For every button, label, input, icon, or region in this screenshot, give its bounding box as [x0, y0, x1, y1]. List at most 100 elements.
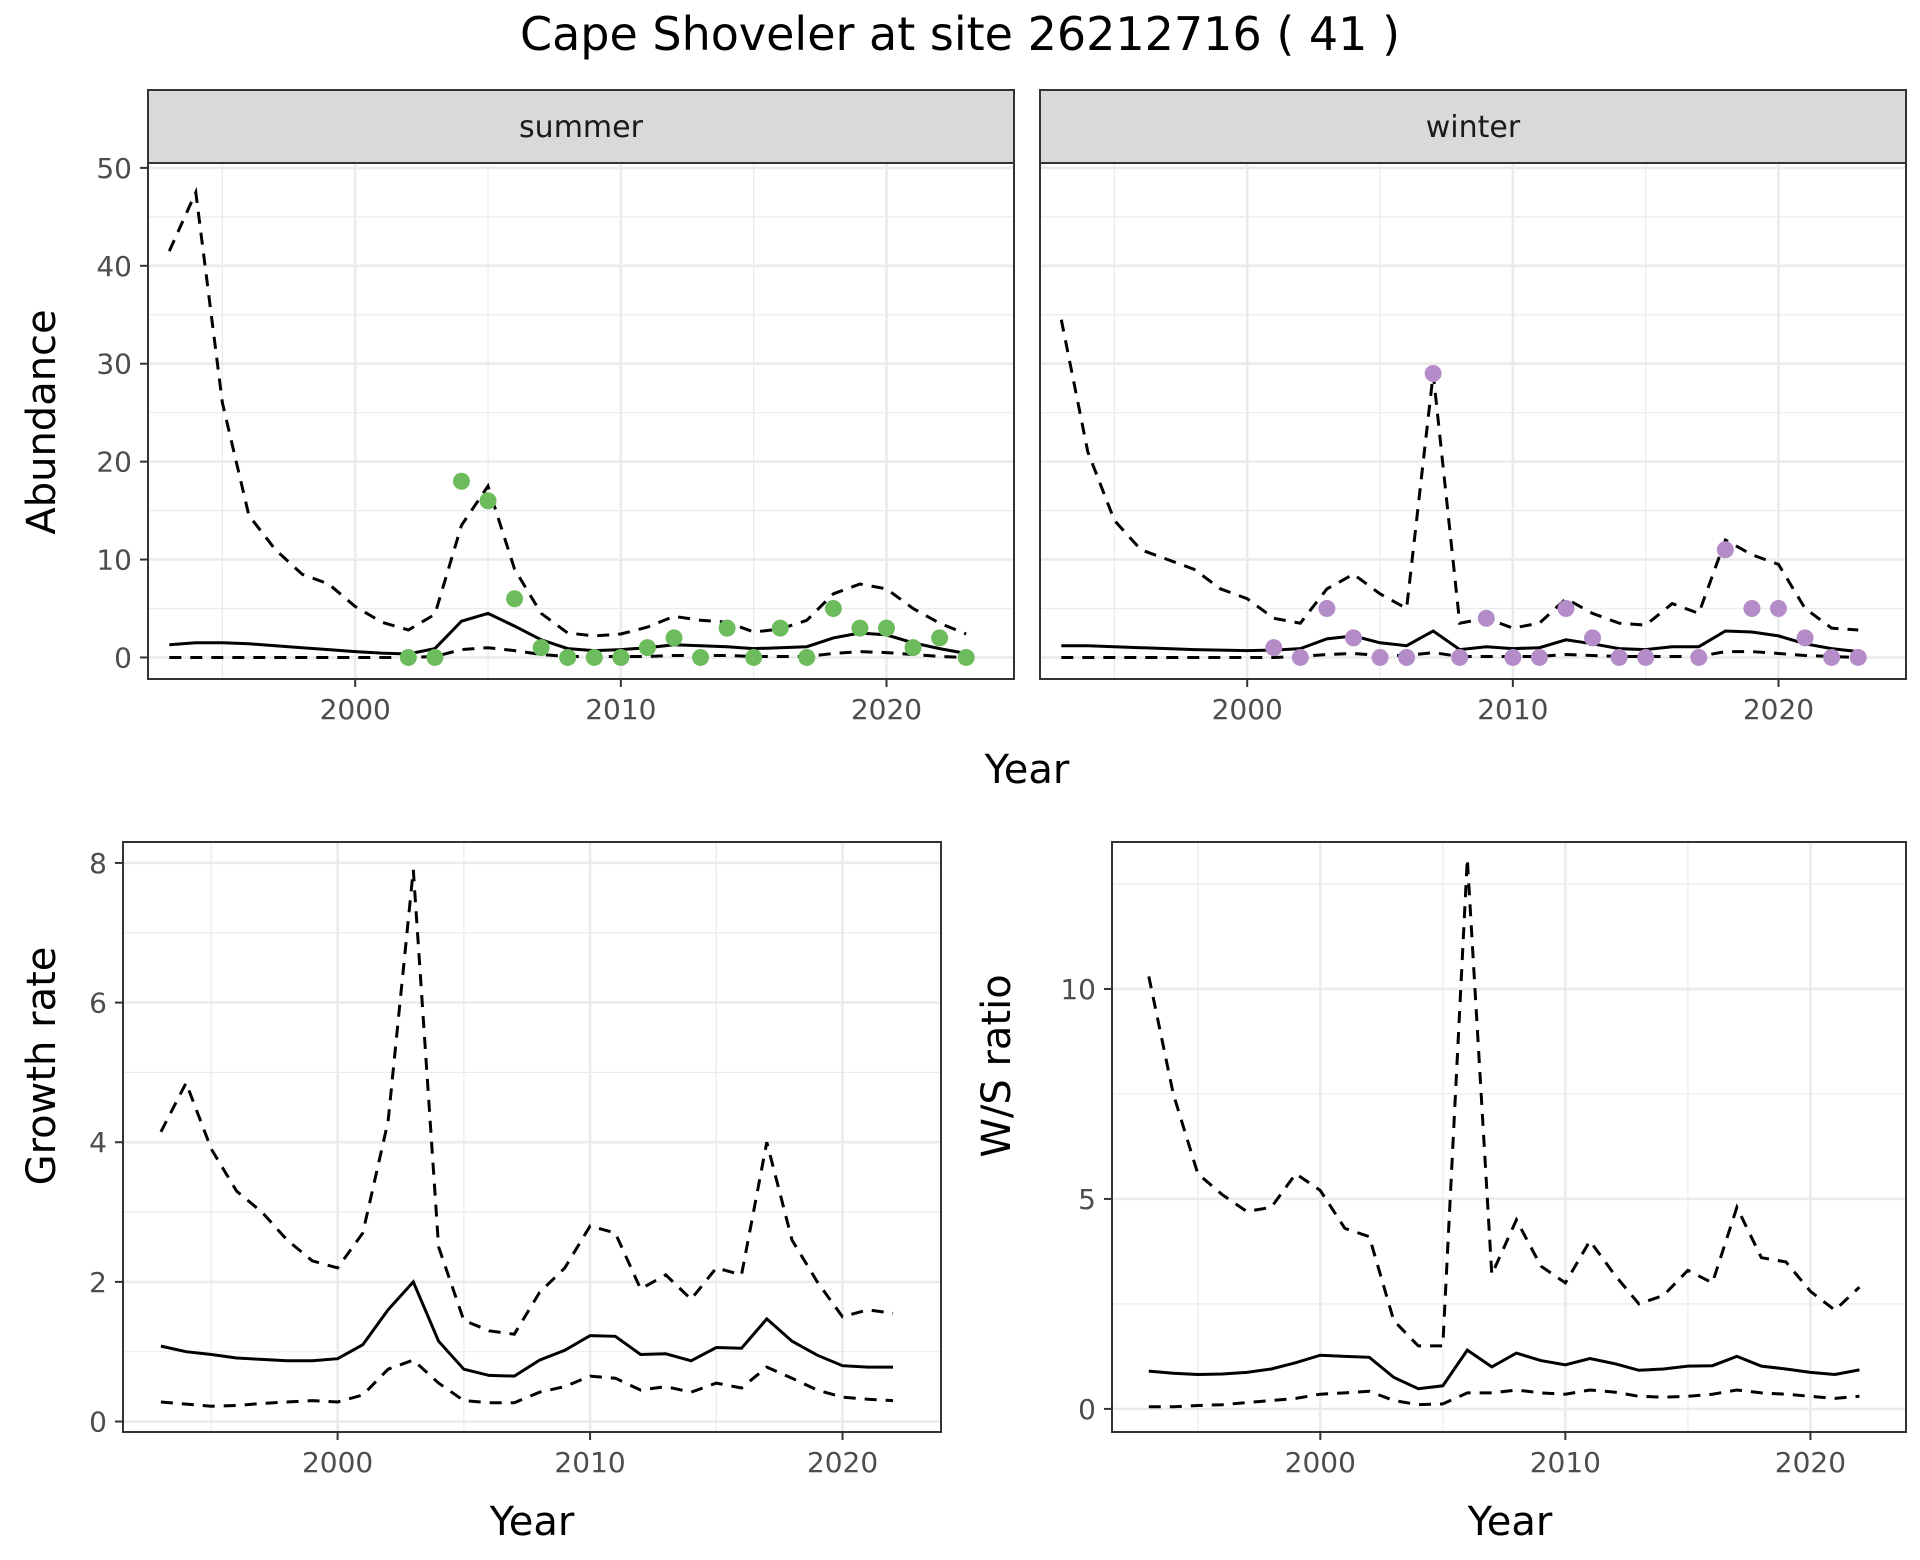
ratio-y-axis-title: W/S ratio — [974, 974, 1020, 1157]
growth-y-tick-label: 4 — [89, 1126, 107, 1159]
growth-y-tick-label: 2 — [89, 1266, 107, 1299]
summer-data-point — [904, 639, 922, 657]
growth-panel-border — [122, 841, 942, 1433]
summer-data-point — [877, 619, 895, 637]
ratio-y-tick-label: 0 — [1078, 1393, 1096, 1426]
summer-data-point — [692, 648, 710, 666]
strip-winter: winter — [1039, 89, 1907, 164]
winter-series-upper — [1059, 319, 1859, 632]
summer-data-point — [851, 619, 869, 637]
ratio-plot-background — [1112, 842, 1906, 1432]
ratio-x-tick-label: 2020 — [1775, 1446, 1846, 1479]
ratio-x-tick-label: 2000 — [1285, 1446, 1356, 1479]
summer-data-point — [426, 648, 444, 666]
summer-y-tick-label: 30 — [96, 348, 132, 381]
growth-y-tick-label: 6 — [89, 987, 107, 1020]
growth-series-upper — [159, 869, 894, 1336]
ratio-series-fit — [1148, 1348, 1860, 1391]
winter-data-point — [1743, 600, 1761, 618]
growth-y-axis-title: Growth rate — [19, 947, 65, 1186]
winter-data-point — [1716, 541, 1734, 559]
abundance-x-axis-title: Year — [984, 747, 1070, 793]
strip-winter-background — [1039, 89, 1907, 164]
abundance-y-axis-title: Abundance — [19, 309, 65, 534]
ratio-panel-border — [1111, 841, 1907, 1433]
growth-plot-background — [123, 842, 941, 1432]
summer-data-point — [506, 590, 524, 608]
summer-data-point — [665, 629, 683, 647]
summer-y-tick-label: 0 — [114, 641, 132, 674]
ratio-x-axis-title: Year — [1467, 1499, 1553, 1545]
winter-data-point — [1318, 600, 1336, 618]
panel-growth: 2000 2010 2020 0 2 4 6 8 — [89, 841, 942, 1479]
summer-data-point — [771, 619, 789, 637]
winter-x-tick-label: 2020 — [1743, 693, 1814, 726]
summer-data-point — [798, 648, 816, 666]
summer-data-point — [718, 619, 736, 637]
winter-data-point — [1424, 365, 1442, 383]
winter-data-point — [1637, 648, 1655, 666]
winter-data-point — [1530, 648, 1548, 666]
summer-panel-border — [147, 162, 1015, 680]
summer-plot-background — [148, 163, 1014, 679]
summer-data-point — [638, 639, 656, 657]
ratio-y-tick-label: 5 — [1078, 1183, 1096, 1216]
winter-data-point — [1371, 648, 1389, 666]
growth-x-tick-label: 2000 — [302, 1446, 373, 1479]
growth-x-axis-title: Year — [489, 1499, 575, 1545]
figure-title: Cape Shoveler at site 26212716 ( 41 ) — [520, 7, 1400, 61]
winter-data-point — [1451, 648, 1469, 666]
summer-x-tick-label: 2020 — [851, 693, 922, 726]
growth-x-tick-label: 2020 — [807, 1446, 878, 1479]
winter-data-point — [1849, 648, 1867, 666]
winter-x-tick-label: 2000 — [1212, 693, 1283, 726]
summer-data-point — [824, 600, 842, 618]
summer-y-tick-label: 40 — [96, 250, 132, 283]
growth-y-tick-label: 0 — [89, 1406, 107, 1439]
winter-data-point — [1477, 609, 1495, 627]
summer-data-point — [532, 639, 550, 657]
summer-data-point — [745, 648, 763, 666]
summer-series-fit — [169, 611, 967, 656]
strip-winter-label: winter — [1426, 110, 1521, 145]
ratio-series-lower — [1148, 1388, 1860, 1409]
winter-data-point — [1823, 648, 1841, 666]
strip-summer-background — [147, 89, 1015, 164]
summer-y-tick-label: 20 — [96, 446, 132, 479]
winter-data-point — [1610, 648, 1628, 666]
winter-plot-background — [1040, 163, 1906, 679]
winter-panel-border — [1039, 162, 1907, 680]
panel-ratio: 2000 2010 2020 0 5 10 — [1060, 841, 1907, 1479]
summer-data-point — [612, 648, 630, 666]
summer-series-upper — [167, 186, 967, 638]
ratio-series-upper — [1147, 858, 1861, 1348]
winter-data-point — [1769, 600, 1787, 618]
growth-series-lower — [160, 1358, 894, 1408]
growth-x-tick-label: 2010 — [554, 1446, 625, 1479]
summer-x-tick-label: 2010 — [585, 693, 656, 726]
summer-data-point — [585, 648, 603, 666]
winter-data-point — [1584, 629, 1602, 647]
summer-data-point — [957, 648, 975, 666]
summer-data-point — [452, 472, 470, 490]
summer-y-tick-label: 50 — [96, 152, 132, 185]
winter-data-point — [1398, 648, 1416, 666]
summer-x-tick-label: 2000 — [320, 693, 391, 726]
winter-x-tick-label: 2010 — [1477, 693, 1548, 726]
summer-data-point — [931, 629, 949, 647]
summer-y-tick-label: 10 — [96, 544, 132, 577]
winter-data-point — [1344, 629, 1362, 647]
winter-data-point — [1504, 648, 1522, 666]
winter-data-point — [1557, 600, 1575, 618]
winter-data-point — [1690, 648, 1708, 666]
summer-data-point — [399, 648, 417, 666]
growth-series-fit — [160, 1279, 893, 1378]
strip-summer: summer — [147, 89, 1015, 164]
summer-data-point — [559, 648, 577, 666]
ratio-y-tick-label: 10 — [1060, 973, 1096, 1006]
winter-data-point — [1291, 648, 1309, 666]
winter-data-point — [1265, 639, 1283, 657]
growth-y-tick-label: 8 — [89, 847, 107, 880]
strip-summer-label: summer — [519, 110, 644, 145]
